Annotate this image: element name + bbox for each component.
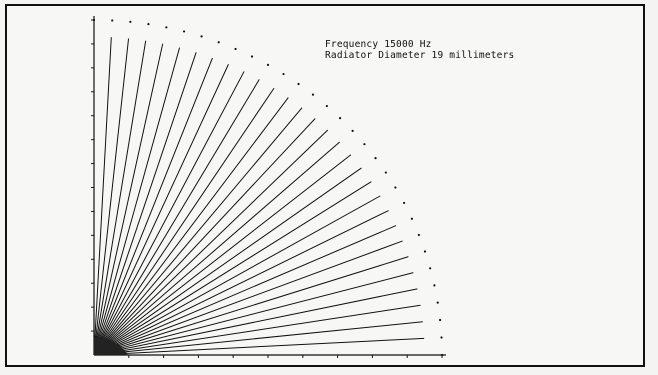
polar-plot: [91, 16, 446, 358]
radial-line: [93, 107, 303, 356]
radial-line: [93, 43, 164, 356]
arc-dot: [217, 41, 220, 44]
radial-line: [93, 64, 229, 356]
radial-line: [93, 37, 112, 356]
radial-line: [93, 118, 316, 356]
radial-line: [93, 195, 381, 356]
arc-dot: [92, 18, 96, 22]
radial-line: [93, 38, 130, 356]
arc-dot: [147, 23, 150, 26]
figure-frame: Frequency 15000 Hz Radiator Diameter 19 …: [5, 4, 645, 367]
radial-line: [93, 129, 329, 356]
arc-dot: [440, 336, 443, 339]
radial-line: [93, 210, 389, 356]
arc-dot: [440, 353, 444, 357]
arc-dot: [436, 301, 439, 304]
radial-line: [93, 256, 409, 356]
arc-dot: [433, 284, 436, 287]
arc-dot: [363, 143, 366, 146]
arc-dot: [325, 104, 328, 108]
arc-dot: [429, 267, 432, 270]
radial-line: [93, 52, 197, 356]
arc-dot: [410, 217, 414, 220]
origin-blob: [94, 337, 128, 355]
arc-dot: [384, 171, 387, 174]
radial-line: [93, 87, 275, 356]
arc-dot: [165, 26, 168, 29]
arc-dot: [129, 20, 132, 23]
diameter-caption: Radiator Diameter 19 millimeters: [325, 50, 515, 61]
arc-dot: [338, 117, 342, 120]
arc-dot: [423, 250, 427, 253]
frequency-caption: Frequency 15000 Hz: [325, 39, 432, 50]
radial-line: [93, 141, 341, 356]
radial-line: [93, 288, 418, 356]
arc-dot: [351, 129, 354, 132]
radial-line: [93, 40, 147, 356]
arc-dot: [111, 19, 114, 22]
radial-line: [93, 337, 425, 356]
arc-dot: [394, 186, 397, 189]
arc-dot: [182, 30, 186, 33]
arc-dot: [266, 63, 270, 66]
radial-line: [93, 321, 423, 356]
radial-line: [93, 167, 362, 356]
arc-dot: [374, 156, 377, 160]
radial-line: [93, 97, 289, 356]
arc-dot: [402, 201, 406, 205]
arc-dot: [438, 318, 442, 322]
radial-line: [93, 304, 421, 356]
radial-line: [93, 225, 397, 356]
arc-dot: [417, 233, 420, 237]
arc-dot: [282, 72, 285, 76]
radial-line: [93, 79, 260, 356]
radial-line: [93, 181, 372, 356]
arc-dot: [234, 47, 237, 51]
arc-dot: [297, 82, 300, 86]
radial-line: [93, 272, 414, 356]
radial-line: [93, 240, 403, 356]
radial-line: [93, 154, 352, 356]
radial-line: [93, 47, 181, 356]
radial-line: [93, 57, 213, 356]
radial-line: [93, 71, 245, 356]
arc-dot: [200, 35, 203, 38]
arc-dot: [250, 55, 254, 58]
arc-dot: [311, 93, 315, 96]
